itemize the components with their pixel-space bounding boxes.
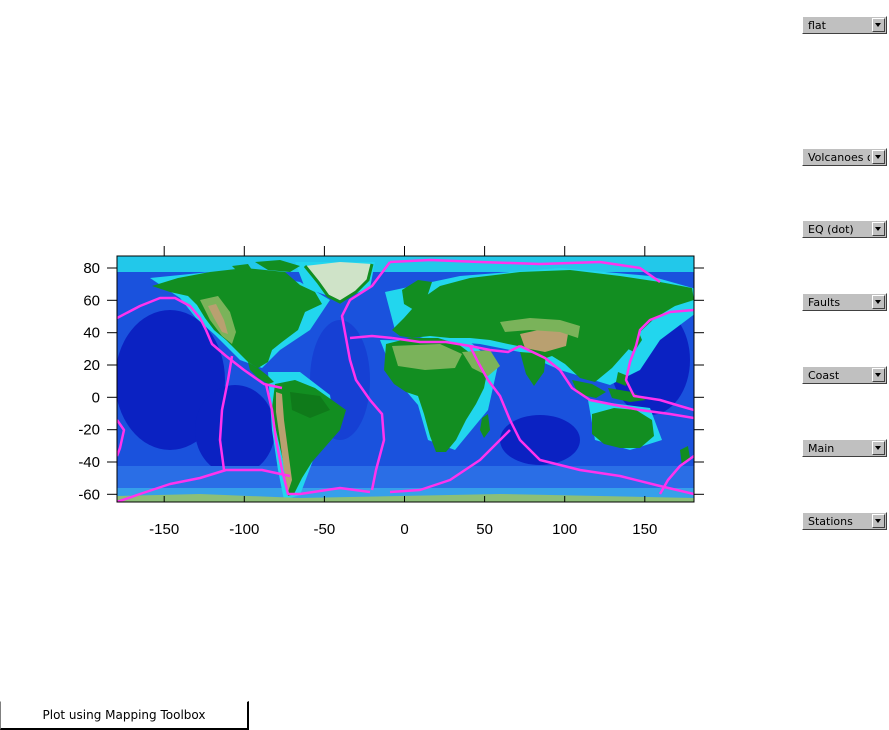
plate-boundaries xyxy=(117,258,694,502)
y-tick-label: 0 xyxy=(92,389,100,406)
plate-boundary-mid-atlantic xyxy=(340,261,391,491)
y-tick-label: 20 xyxy=(83,357,100,374)
plate-boundary-north-pacific xyxy=(117,296,283,390)
plate-boundary-south-america-west xyxy=(264,383,371,496)
earthquakes-dropdown[interactable]: EQ (dot) xyxy=(802,220,887,238)
indian-deep xyxy=(500,415,580,465)
y-tick-label: -60 xyxy=(78,486,100,503)
map-image xyxy=(117,256,694,502)
projection-dropdown-value: flat xyxy=(808,19,826,32)
andes-mountains xyxy=(276,392,292,492)
sahara xyxy=(392,344,462,370)
plate-boundary-south-pacific xyxy=(117,468,291,502)
volcanoes-dropdown-value: Volcanoes or xyxy=(808,151,870,164)
chevron-down-icon[interactable] xyxy=(872,150,885,164)
main-dropdown-value: Main xyxy=(808,442,835,455)
chevron-down-icon[interactable] xyxy=(872,514,885,528)
arctic-shelf xyxy=(117,256,694,272)
plot-mapping-toolbox-button[interactable]: Plot using Mapping Toolbox xyxy=(0,701,249,730)
greenland-coast xyxy=(303,263,374,304)
x-tick-label: 50 xyxy=(476,521,493,538)
x-tick-label: -100 xyxy=(229,521,259,538)
y-tick-label: -40 xyxy=(78,454,100,471)
projection-dropdown[interactable]: flat xyxy=(802,16,887,34)
north-america-landmass xyxy=(152,268,322,368)
stations-dropdown[interactable]: Stations xyxy=(802,512,887,530)
x-tick-label: 100 xyxy=(552,521,577,538)
y-tick-label: 80 xyxy=(83,260,100,277)
axes-box xyxy=(116,255,695,503)
volcanoes-dropdown[interactable]: Volcanoes or xyxy=(802,148,887,166)
plate-boundary-west-pacific xyxy=(624,308,694,412)
earthquakes-dropdown-value: EQ (dot) xyxy=(808,223,854,236)
plate-boundary-himalaya-indonesia xyxy=(519,344,694,420)
central-america-landmass xyxy=(248,362,274,384)
faults-dropdown[interactable]: Faults xyxy=(802,293,887,311)
x-tick-labels: -150 -100 -50 0 50 100 150 xyxy=(149,521,657,538)
central-asia-highlands xyxy=(500,318,580,338)
rocky-mountains xyxy=(208,304,228,334)
y-tick-label: 60 xyxy=(83,292,100,309)
new-zealand xyxy=(680,446,690,466)
plate-boundary-atlantic-branch xyxy=(349,334,393,340)
pacific-deep-south xyxy=(195,385,275,475)
plate-boundary-southwest-indian xyxy=(389,429,511,494)
faults-dropdown-value: Faults xyxy=(808,296,841,309)
arctic-islands xyxy=(232,260,300,272)
india xyxy=(520,352,546,386)
y-tick-labels: 80 60 40 20 0 -20 -40 -60 xyxy=(78,260,100,503)
plate-boundary-east-pacific-rise xyxy=(218,355,234,471)
coast-dropdown[interactable]: Coast xyxy=(802,366,887,384)
scandinavia xyxy=(402,280,432,310)
x-tick-label: -50 xyxy=(314,521,336,538)
x-tick-label: 0 xyxy=(400,521,408,538)
x-tick-label: 150 xyxy=(632,521,657,538)
plate-boundary-tonga-kermadec xyxy=(658,454,694,495)
tibetan-plateau xyxy=(520,328,568,352)
chevron-down-icon[interactable] xyxy=(872,368,885,382)
main-dropdown[interactable]: Main xyxy=(802,439,887,457)
x-tick-label: -150 xyxy=(149,521,179,538)
southeast-asia-islands xyxy=(572,372,646,402)
chevron-down-icon[interactable] xyxy=(872,295,885,309)
coast-dropdown-value: Coast xyxy=(808,369,840,382)
plate-boundary-arctic xyxy=(389,258,661,284)
chevron-down-icon[interactable] xyxy=(872,18,885,32)
antarctica xyxy=(117,494,694,502)
madagascar xyxy=(480,414,490,438)
chevron-down-icon[interactable] xyxy=(872,222,885,236)
x-tick-marks xyxy=(163,246,646,502)
y-tick-marks xyxy=(107,267,704,495)
y-tick-label: 40 xyxy=(83,325,100,342)
plate-boundary-indian-ridge xyxy=(487,379,694,496)
arabia xyxy=(462,350,500,376)
y-tick-label: -20 xyxy=(78,422,100,439)
plate-boundary-red-sea-rift xyxy=(468,345,490,381)
australia-landmass xyxy=(592,408,654,448)
amazon-basin xyxy=(290,392,330,418)
plate-boundary-west-edge xyxy=(117,419,126,457)
stations-dropdown-value: Stations xyxy=(808,515,853,528)
chevron-down-icon[interactable] xyxy=(872,441,885,455)
